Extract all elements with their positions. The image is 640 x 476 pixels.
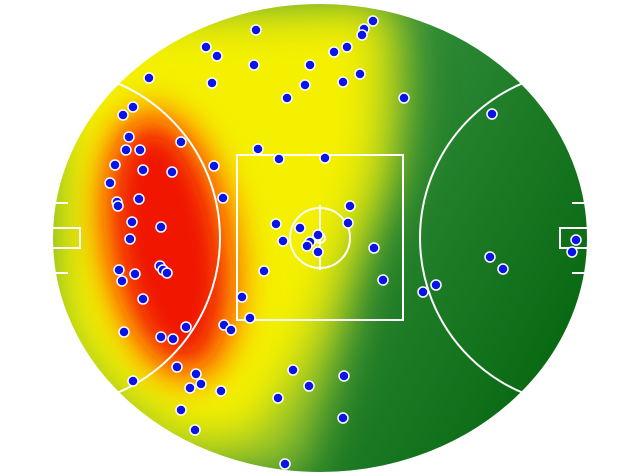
point	[118, 326, 130, 338]
point	[171, 361, 183, 373]
point	[211, 50, 223, 62]
point	[137, 293, 149, 305]
point	[279, 458, 291, 470]
point	[337, 412, 349, 424]
point	[200, 41, 212, 53]
point	[124, 233, 136, 245]
point	[215, 385, 227, 397]
point	[277, 235, 289, 247]
point	[252, 143, 264, 155]
point	[484, 251, 496, 263]
point	[180, 321, 192, 333]
point	[189, 424, 201, 436]
point	[104, 177, 116, 189]
point	[344, 200, 356, 212]
point	[328, 46, 340, 58]
point	[258, 265, 270, 277]
point	[341, 41, 353, 53]
point	[417, 286, 429, 298]
goal-square-right	[559, 227, 588, 249]
point	[486, 108, 498, 120]
point	[175, 136, 187, 148]
point	[497, 263, 509, 275]
point	[166, 166, 178, 178]
point	[303, 380, 315, 392]
point	[354, 68, 366, 80]
point	[356, 29, 368, 41]
point	[133, 193, 145, 205]
heat-peak	[112, 126, 224, 364]
point	[273, 153, 285, 165]
point	[377, 274, 389, 286]
point	[301, 240, 313, 252]
point	[190, 368, 202, 380]
point	[134, 144, 146, 156]
point	[112, 200, 124, 212]
point	[113, 264, 125, 276]
point	[312, 246, 324, 258]
point	[129, 268, 141, 280]
point	[175, 404, 187, 416]
point	[272, 392, 284, 404]
point	[342, 217, 354, 229]
point	[217, 192, 229, 204]
point	[225, 324, 237, 336]
point	[299, 79, 311, 91]
point	[143, 72, 155, 84]
point	[248, 59, 260, 71]
point	[367, 15, 379, 27]
point	[319, 152, 331, 164]
point	[337, 76, 349, 88]
point	[287, 364, 299, 376]
point	[570, 234, 582, 246]
point	[120, 144, 132, 156]
point	[116, 275, 128, 287]
point	[161, 267, 173, 279]
point	[304, 59, 316, 71]
boundary	[51, 2, 589, 474]
point	[195, 378, 207, 390]
point	[398, 92, 410, 104]
point	[250, 24, 262, 36]
point	[155, 221, 167, 233]
point	[127, 101, 139, 113]
point	[244, 312, 256, 324]
centre-square	[236, 154, 404, 321]
point	[167, 333, 179, 345]
point	[137, 164, 149, 176]
point	[281, 92, 293, 104]
point	[208, 160, 220, 172]
point	[312, 229, 324, 241]
point	[206, 77, 218, 89]
point	[117, 109, 129, 121]
point	[236, 291, 248, 303]
point	[430, 279, 442, 291]
point	[294, 222, 306, 234]
point	[368, 242, 380, 254]
point	[566, 246, 578, 258]
point	[123, 131, 135, 143]
goal-square-left	[52, 227, 81, 249]
point	[109, 159, 121, 171]
arc-left	[52, 69, 221, 407]
point	[127, 375, 139, 387]
point	[184, 382, 196, 394]
arc-right	[419, 69, 588, 407]
point	[338, 370, 350, 382]
point	[270, 218, 282, 230]
point	[126, 216, 138, 228]
point	[155, 331, 167, 343]
